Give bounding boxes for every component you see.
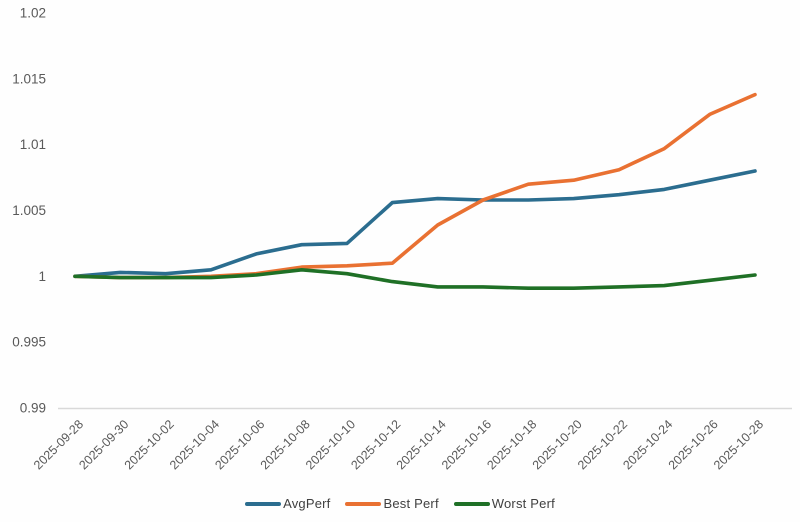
y-axis-tick-label: 1.005	[12, 203, 46, 218]
legend-item-worst-perf: Worst Perf	[453, 496, 555, 511]
y-axis-tick-label: 1	[38, 269, 46, 284]
worst-perf-legend-swatch-icon	[453, 501, 490, 506]
legend-label: Worst Perf	[491, 496, 555, 511]
legend-label: AvgPerf	[283, 496, 331, 511]
legend-label: Best Perf	[383, 496, 439, 511]
chart-legend: AvgPerf Best Perf Worst Perf	[0, 496, 800, 511]
legend-item-avgperf: AvgPerf	[245, 496, 330, 511]
y-axis-tick-label: 1.015	[12, 71, 46, 86]
best-perf-line	[73, 92, 757, 280]
best-perf-legend-swatch-icon	[345, 501, 382, 506]
y-axis-tick-label: 1.02	[20, 6, 46, 21]
y-axis-tick-label: 1.01	[20, 137, 46, 152]
worst-perf-line	[73, 267, 757, 291]
y-axis-tick-label: 0.99	[20, 401, 46, 416]
legend-item-best-perf: Best Perf	[345, 496, 439, 511]
x-axis-tick-label: 2025-10-28	[711, 417, 766, 472]
avgperf-legend-swatch-icon	[245, 501, 282, 506]
avgperf-line	[73, 169, 757, 279]
y-axis-tick-label: 0.995	[12, 335, 46, 350]
